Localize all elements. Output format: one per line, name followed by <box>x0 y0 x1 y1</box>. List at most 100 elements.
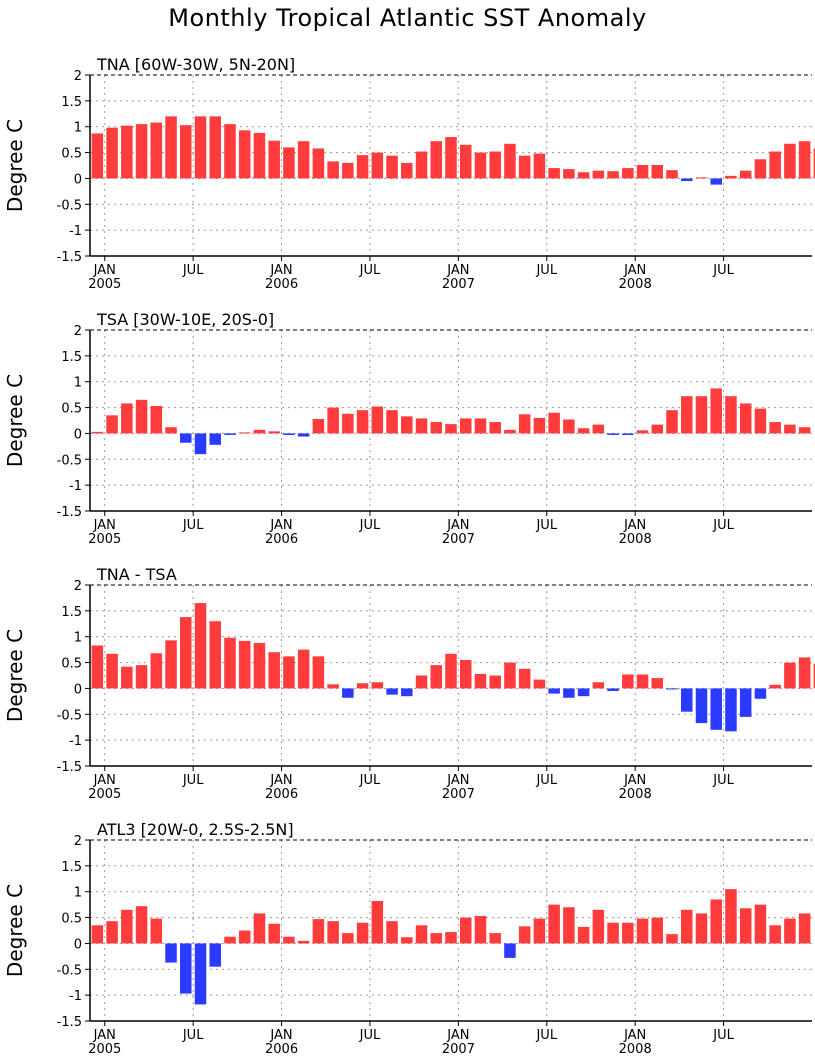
x-tick-label: JAN <box>446 1028 469 1043</box>
x-tick-label: JUL <box>182 263 204 278</box>
bar <box>533 417 546 434</box>
bar <box>91 645 104 689</box>
bar <box>504 943 516 958</box>
bar <box>445 932 457 944</box>
bar <box>607 922 619 944</box>
bar <box>415 675 428 689</box>
bar <box>798 427 811 434</box>
y-tick-label: 1.5 <box>61 350 82 365</box>
bar <box>283 147 295 179</box>
bar <box>194 116 207 179</box>
bar <box>194 943 207 1005</box>
x-tick-label: JUL <box>182 773 204 788</box>
x-tick-label: JUL <box>712 773 734 788</box>
bar <box>386 921 398 944</box>
bar <box>607 433 619 435</box>
x-tick-label: JAN <box>93 263 116 278</box>
bar <box>312 656 325 689</box>
y-tick-label: 1 <box>74 631 82 646</box>
bar <box>813 148 815 179</box>
bar <box>150 918 163 944</box>
bar <box>518 155 531 179</box>
bar <box>577 428 590 434</box>
x-tick-year-label: 2007 <box>442 1042 475 1057</box>
bar <box>563 907 575 944</box>
bar <box>754 688 767 699</box>
x-tick-label: JAN <box>446 773 469 788</box>
bar <box>415 418 428 434</box>
y-tick-label: -1.5 <box>57 1015 82 1030</box>
bar <box>813 663 815 689</box>
bar <box>327 684 339 689</box>
bar <box>504 143 516 179</box>
y-tick-label: 0.5 <box>61 912 82 927</box>
bar <box>577 688 590 697</box>
bar <box>710 899 722 944</box>
x-tick-year-label: 2006 <box>265 1042 298 1057</box>
bar <box>150 406 163 434</box>
bar <box>386 155 398 179</box>
bar <box>327 407 339 434</box>
x-tick-label: JUL <box>535 263 557 278</box>
y-axis-label: Degree C <box>3 119 27 212</box>
bar <box>504 429 516 434</box>
bar <box>180 433 192 443</box>
y-tick-label: 0 <box>74 427 82 442</box>
bar <box>739 403 752 434</box>
bar <box>224 433 236 435</box>
x-tick-year-label: 2006 <box>265 277 298 292</box>
bar <box>430 665 443 689</box>
bar <box>356 410 369 434</box>
bar <box>518 926 531 944</box>
bar <box>577 172 590 179</box>
x-tick-label: JAN <box>446 263 469 278</box>
bar <box>135 906 148 944</box>
x-tick-year-label: 2007 <box>442 532 475 547</box>
y-tick-label: 2 <box>74 69 82 84</box>
y-tick-label: 1.5 <box>61 605 82 620</box>
bar <box>430 933 443 944</box>
bar <box>533 679 546 689</box>
bar <box>681 909 693 944</box>
y-tick-label: -1.5 <box>57 760 82 775</box>
bar <box>268 923 280 944</box>
chart-panel-2: TSA [30W-10E, 20S-0] Degree C 2 1.5 1 0.5 0 -0.… <box>3 310 812 547</box>
y-tick-label: 2 <box>74 324 82 339</box>
chart-panel-4: ATL3 [20W-0, 2.5S-2.5N] Degree C 2 1.5 1 0.5 0… <box>3 820 812 1057</box>
bar <box>563 419 575 434</box>
bar <box>518 668 531 689</box>
bar <box>209 943 221 967</box>
bar <box>474 916 487 944</box>
bar <box>121 403 133 434</box>
bar <box>651 164 664 179</box>
bar <box>238 640 251 689</box>
bar <box>224 637 236 689</box>
bar <box>297 141 310 179</box>
bar <box>430 422 443 434</box>
bar <box>622 168 634 179</box>
bar <box>754 904 767 944</box>
bar <box>445 424 457 434</box>
x-tick-label: JUL <box>535 518 557 533</box>
bar <box>165 640 177 689</box>
x-tick-label: JAN <box>623 518 646 533</box>
bar <box>666 410 678 434</box>
bar <box>754 408 767 434</box>
y-tick-label: 2 <box>74 834 82 849</box>
bar <box>739 688 752 717</box>
bar <box>106 415 118 434</box>
bar <box>268 652 280 689</box>
bar <box>459 917 472 944</box>
bar <box>769 684 781 689</box>
x-tick-label: JAN <box>623 263 646 278</box>
bar <box>695 177 708 179</box>
bar <box>518 414 531 434</box>
bar <box>150 653 163 689</box>
bar <box>666 170 678 179</box>
x-tick-year-label: 2005 <box>88 787 121 802</box>
bar <box>268 431 280 434</box>
x-tick-label: JAN <box>93 518 116 533</box>
bar <box>297 433 310 437</box>
bar <box>489 933 501 944</box>
